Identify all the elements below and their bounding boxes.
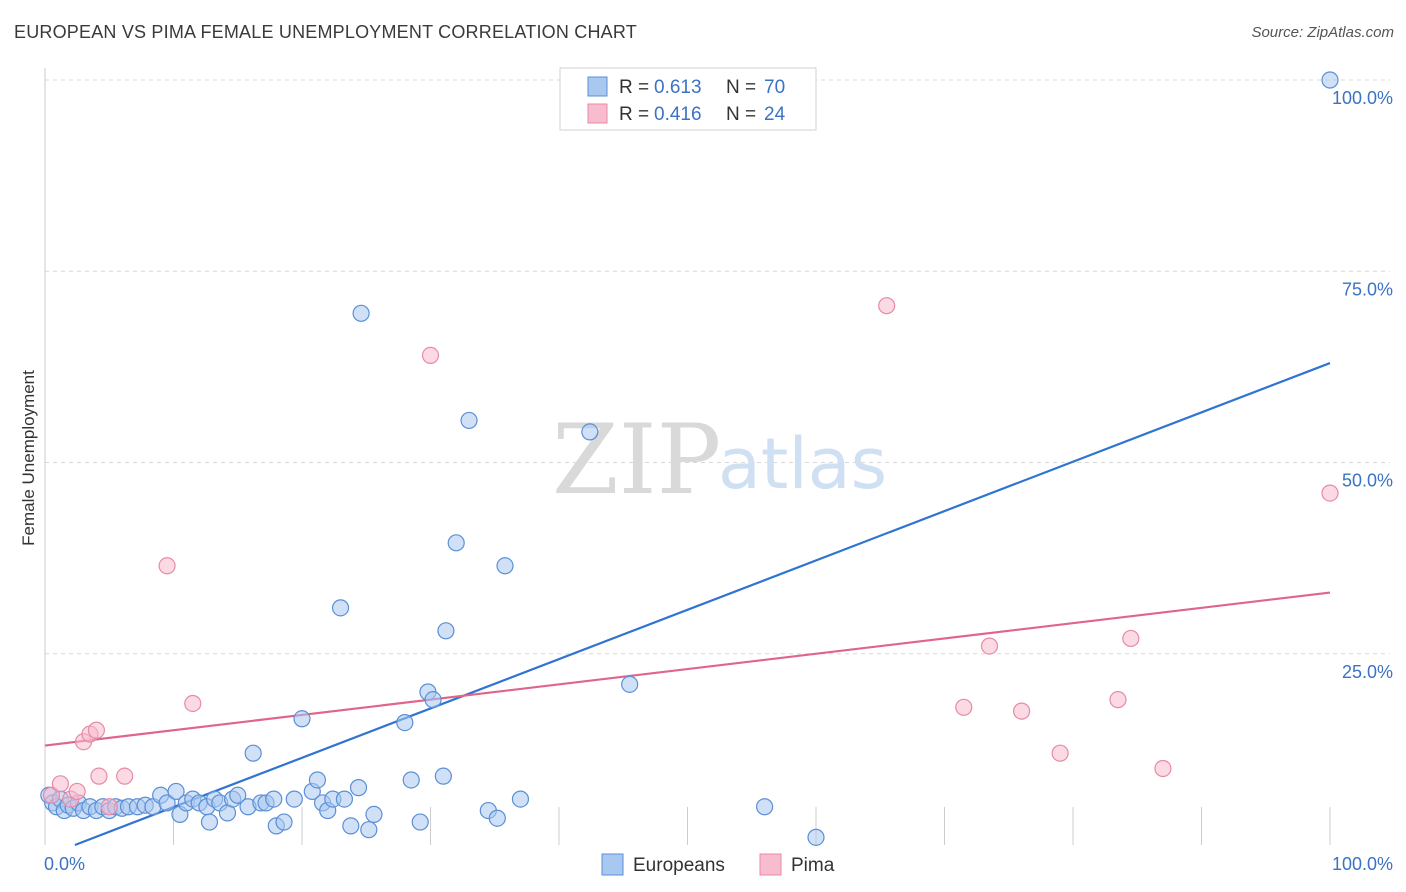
- europeans-point: [411, 813, 429, 831]
- y-tick-label: 75.0%: [1342, 279, 1393, 299]
- pima-point: [1051, 744, 1069, 762]
- y-tick-label: 100.0%: [1332, 88, 1393, 108]
- legend-n-label-europeans: N =: [726, 77, 756, 98]
- europeans-point: [331, 599, 350, 617]
- y-tick-label: 25.0%: [1342, 662, 1393, 682]
- europeans-point: [581, 423, 599, 441]
- europeans-point: [807, 828, 825, 846]
- europeans-point: [488, 809, 506, 827]
- europeans-point: [293, 710, 311, 728]
- europeans-point: [621, 675, 639, 693]
- bottom-legend-europeans: Europeans: [633, 855, 725, 876]
- bottom-legend-swatch-pima: [759, 853, 782, 876]
- legend-r-label-europeans: R =: [619, 77, 649, 98]
- pima-trendline: [44, 591, 1331, 747]
- trendlines: [44, 362, 1331, 847]
- watermark-atlas: atlas: [718, 423, 887, 505]
- axis-ticks: 25.0% 50.0% 75.0% 100.0% 0.0% 100.0%: [44, 88, 1393, 874]
- europeans-point: [200, 813, 219, 831]
- europeans-point: [460, 411, 478, 430]
- pima-point: [100, 798, 118, 816]
- legend-n-label-pima: N =: [726, 104, 756, 125]
- legend-r-value-pima: 0.416: [654, 104, 702, 125]
- gridlines: [44, 68, 1390, 845]
- europeans-point: [434, 767, 452, 785]
- europeans-point: [447, 534, 465, 552]
- pima-point: [42, 786, 61, 804]
- europeans-point: [275, 813, 293, 831]
- pima-point: [1321, 484, 1339, 502]
- europeans-point: [360, 821, 378, 839]
- x-tick-label: 0.0%: [44, 854, 85, 874]
- chart-title: EUROPEAN VS PIMA FEMALE UNEMPLOYMENT COR…: [14, 22, 637, 42]
- europeans-point: [167, 782, 185, 801]
- pima-point: [1122, 629, 1140, 648]
- europeans-point: [265, 790, 283, 808]
- europeans-point: [158, 794, 176, 812]
- series-legend: Europeans Pima: [601, 853, 835, 876]
- legend-n-value-europeans: 70: [764, 77, 785, 98]
- legend-r-label-pima: R =: [619, 104, 649, 125]
- pima-point: [116, 767, 134, 785]
- europeans-point: [229, 786, 247, 804]
- chart-source: Source: ZipAtlas.com: [1251, 24, 1394, 41]
- europeans-point: [755, 798, 774, 816]
- bottom-legend-pima: Pima: [791, 855, 835, 876]
- europeans-point: [285, 790, 303, 808]
- data-points: [40, 71, 1339, 846]
- pima-point: [1109, 691, 1127, 709]
- pima-point: [184, 694, 202, 713]
- europeans-point: [437, 622, 455, 640]
- legend-r-value-europeans: 0.613: [654, 77, 702, 98]
- europeans-point: [349, 779, 368, 797]
- europeans-point: [424, 691, 442, 709]
- legend-swatch-europeans: [587, 76, 608, 97]
- pima-point: [1154, 759, 1172, 778]
- pima-point: [158, 557, 176, 575]
- pima-point: [90, 767, 108, 785]
- europeans-point: [402, 771, 420, 789]
- europeans-point: [1321, 71, 1339, 89]
- europeans-point: [352, 304, 370, 322]
- pima-point: [1012, 702, 1031, 720]
- x-tick-label: 100.0%: [1332, 854, 1393, 874]
- europeans-point: [396, 713, 414, 732]
- europeans-point: [496, 557, 514, 575]
- bottom-legend-swatch-europeans: [601, 853, 624, 876]
- y-axis-label: Female Unemployment: [19, 370, 38, 546]
- pima-point: [878, 297, 896, 315]
- pima-point: [87, 721, 106, 739]
- pima-point: [980, 637, 999, 655]
- zipatlas-watermark: ZIP atlas: [552, 404, 887, 516]
- correlation-legend: R = 0.613 N = 70 R = 0.416 N = 24: [559, 67, 817, 131]
- y-tick-label: 50.0%: [1342, 471, 1393, 491]
- europeans-trendline: [74, 362, 1331, 847]
- watermark-zip: ZIP: [552, 404, 721, 516]
- europeans-point: [335, 790, 354, 808]
- europeans-point: [342, 817, 360, 835]
- europeans-point: [308, 771, 327, 789]
- pima-point: [955, 698, 973, 716]
- legend-swatch-pima: [587, 103, 608, 124]
- legend-n-value-pima: 24: [764, 104, 786, 125]
- pima-point: [51, 775, 70, 793]
- pima-point: [68, 782, 86, 801]
- europeans-point: [365, 805, 383, 824]
- europeans-point: [511, 790, 530, 808]
- europeans-point: [244, 744, 262, 762]
- pima-point: [421, 346, 440, 364]
